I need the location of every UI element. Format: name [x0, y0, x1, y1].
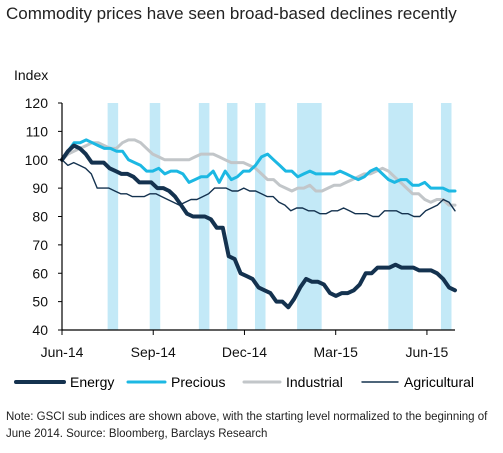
line-chart: 40 50 60 70 80 90 100 110 120 Jun-14 Sep-14 Dec-14 M…	[14, 67, 474, 390]
y-tick-label: 80	[32, 209, 48, 225]
y-tick-label: 120	[25, 95, 49, 111]
series-agricultural-line	[61, 159, 456, 218]
series-lines	[60, 138, 457, 310]
x-tick-label: Jun-14	[41, 344, 84, 360]
y-tick-label: 90	[32, 180, 48, 196]
shaded-periods	[107, 103, 452, 330]
series-precious-line	[60, 138, 457, 193]
x-tick-label: Dec-14	[222, 344, 267, 360]
series-energy-line	[60, 143, 457, 310]
shaded-period-5	[254, 103, 266, 330]
series-industrial-line	[60, 138, 457, 207]
y-tick-label: 40	[32, 322, 48, 338]
x-tick-label: Sep-14	[131, 344, 176, 360]
shaded-period-2	[149, 103, 161, 330]
shaded-period-6	[297, 103, 322, 330]
shaded-period-1	[107, 103, 119, 330]
footnote: Note: GSCI sub indices are shown above, …	[6, 411, 488, 440]
legend-label-precious: Precious	[171, 374, 225, 390]
legend-label-industrial: Industrial	[286, 374, 343, 390]
y-tick-label: 100	[25, 152, 49, 168]
y-axis-label: Index	[14, 67, 48, 83]
legend-label-agricultural: Agricultural	[404, 374, 474, 390]
x-tick-label: Mar-15	[314, 344, 359, 360]
shaded-period-7	[388, 103, 413, 330]
y-tick-label: 70	[32, 237, 48, 253]
shaded-period-4	[226, 103, 238, 330]
y-tick-label: 50	[32, 294, 48, 310]
chart-title: Commodity prices have seen broad-based d…	[6, 4, 457, 23]
x-tick-label: Jun-15	[406, 344, 449, 360]
y-tick-label: 60	[32, 265, 48, 281]
y-tick-label: 110	[26, 123, 49, 139]
legend-label-energy: Energy	[70, 374, 114, 390]
shaded-period-8	[440, 103, 452, 330]
legend: Energy Precious Industrial Agricultural	[14, 374, 474, 390]
axes: 40 50 60 70 80 90 100 110 120 Jun-14 Sep-14 Dec-14 M…	[25, 95, 455, 360]
